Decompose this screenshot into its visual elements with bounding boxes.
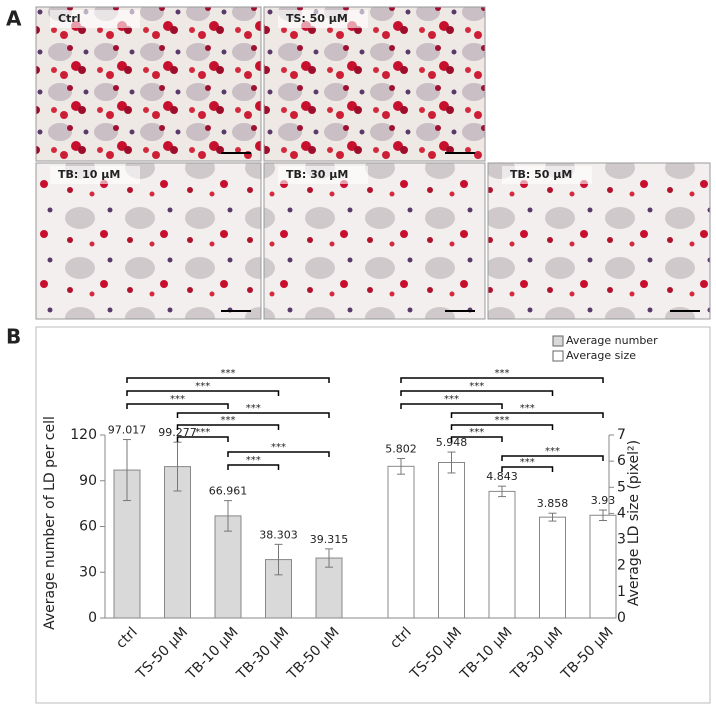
label-bg: [278, 166, 368, 184]
significance-label: ***: [271, 442, 286, 453]
significance-label: ***: [469, 381, 484, 392]
significance-bracket: [126, 403, 229, 409]
significance-bracket: [501, 466, 554, 472]
y-axis-label: Average number of LD per cell: [42, 416, 58, 630]
micrograph: [263, 6, 486, 162]
y-tick-label: 90: [79, 473, 97, 489]
bar: [589, 514, 617, 619]
value-label: 4.843: [486, 470, 518, 483]
label-bg: [50, 166, 140, 184]
significance-label: ***: [246, 403, 261, 414]
micrograph: [263, 162, 486, 320]
bar: [488, 490, 516, 619]
y2-tick-label: 4: [617, 505, 626, 521]
value-label: 99.277: [158, 426, 197, 439]
significance-bracket: [176, 436, 229, 442]
significance-bracket: [400, 403, 503, 409]
significance-label: ***: [495, 415, 510, 426]
x-tick-label: TB-10 μM: [183, 624, 242, 683]
y2-tick-label: 7: [617, 427, 626, 443]
significance-bracket: [450, 412, 604, 418]
panel-label: B: [6, 325, 21, 349]
significance-label: ***: [221, 415, 236, 426]
legend-label: Average number: [566, 334, 658, 347]
value-label: 39.315: [310, 533, 349, 546]
significance-label: ***: [545, 446, 560, 457]
bar: [164, 466, 191, 619]
x-tick-label: TS-50 μM: [133, 624, 192, 683]
bar: [214, 515, 242, 619]
value-label: 38.303: [259, 528, 298, 541]
y2-tick-label: 5: [617, 479, 626, 495]
significance-label: ***: [221, 368, 236, 379]
micrograph: [35, 162, 262, 320]
y2-tick-label: 0: [617, 610, 626, 626]
significance-label: ***: [195, 381, 210, 392]
label-bg: [278, 10, 368, 28]
label-bg: [50, 10, 140, 28]
value-label: 3.93: [591, 494, 616, 507]
image-label: TB: 30 μM: [286, 168, 348, 181]
y2-tick-label: 1: [617, 584, 626, 600]
image-label: Ctrl: [58, 12, 81, 25]
image-label: TS: 50 μM: [286, 12, 348, 25]
legend-swatch: [552, 350, 564, 362]
image-label: TB: 10 μM: [58, 168, 120, 181]
significance-label: ***: [469, 427, 484, 438]
bar: [387, 465, 415, 619]
chart-frame: [35, 326, 711, 704]
significance-label: ***: [170, 394, 185, 405]
y-tick-label: 60: [79, 519, 97, 535]
significance-bracket: [176, 412, 330, 418]
bar: [315, 557, 343, 619]
bar: [438, 462, 465, 619]
significance-bracket: [501, 455, 604, 461]
image-label: TB: 50 μM: [510, 168, 572, 181]
legend-label: Average size: [566, 349, 636, 362]
micrograph: [487, 162, 711, 320]
x-tick-label: TB-30 μM: [507, 624, 566, 683]
x-tick-label: TB-50 μM: [558, 624, 617, 683]
value-label: 5.802: [385, 442, 417, 455]
value-label: 97.017: [108, 424, 147, 437]
significance-label: ***: [520, 457, 535, 468]
bar: [539, 516, 566, 619]
significance-label: ***: [495, 368, 510, 379]
y2-axis-label: Average LD size (pixel²): [626, 440, 642, 606]
value-label: 66.961: [209, 485, 248, 498]
value-label: 5.948: [436, 436, 468, 449]
significance-bracket: [227, 464, 280, 470]
x-tick-label: TB-50 μM: [284, 624, 343, 683]
significance-bracket: [400, 377, 604, 383]
y2-tick-label: 2: [617, 558, 626, 574]
x-tick-label: ctrl: [113, 624, 140, 651]
significance-label: ***: [246, 455, 261, 466]
micrograph: [35, 6, 262, 162]
x-tick-label: TB-30 μM: [233, 624, 292, 683]
significance-bracket: [126, 377, 330, 383]
significance-bracket: [227, 451, 330, 457]
y2-tick-label: 3: [617, 532, 626, 548]
y2-tick-label: 6: [617, 453, 626, 469]
panel-label: A: [6, 7, 22, 31]
x-tick-label: ctrl: [387, 624, 414, 651]
significance-label: ***: [520, 403, 535, 414]
y-tick-label: 0: [88, 610, 97, 626]
significance-bracket: [176, 424, 280, 430]
value-label: 3.858: [537, 497, 569, 510]
significance-label: ***: [444, 394, 459, 405]
significance-bracket: [450, 436, 503, 442]
significance-bracket: [126, 390, 280, 396]
y-tick-label: 120: [70, 427, 97, 443]
label-bg: [502, 166, 592, 184]
x-tick-label: TB-10 μM: [457, 624, 516, 683]
significance-label: ***: [195, 427, 210, 438]
significance-bracket: [400, 390, 554, 396]
x-tick-label: TS-50 μM: [407, 624, 466, 683]
y-tick-label: 30: [79, 564, 97, 580]
significance-bracket: [450, 424, 554, 430]
legend-swatch: [552, 335, 564, 347]
